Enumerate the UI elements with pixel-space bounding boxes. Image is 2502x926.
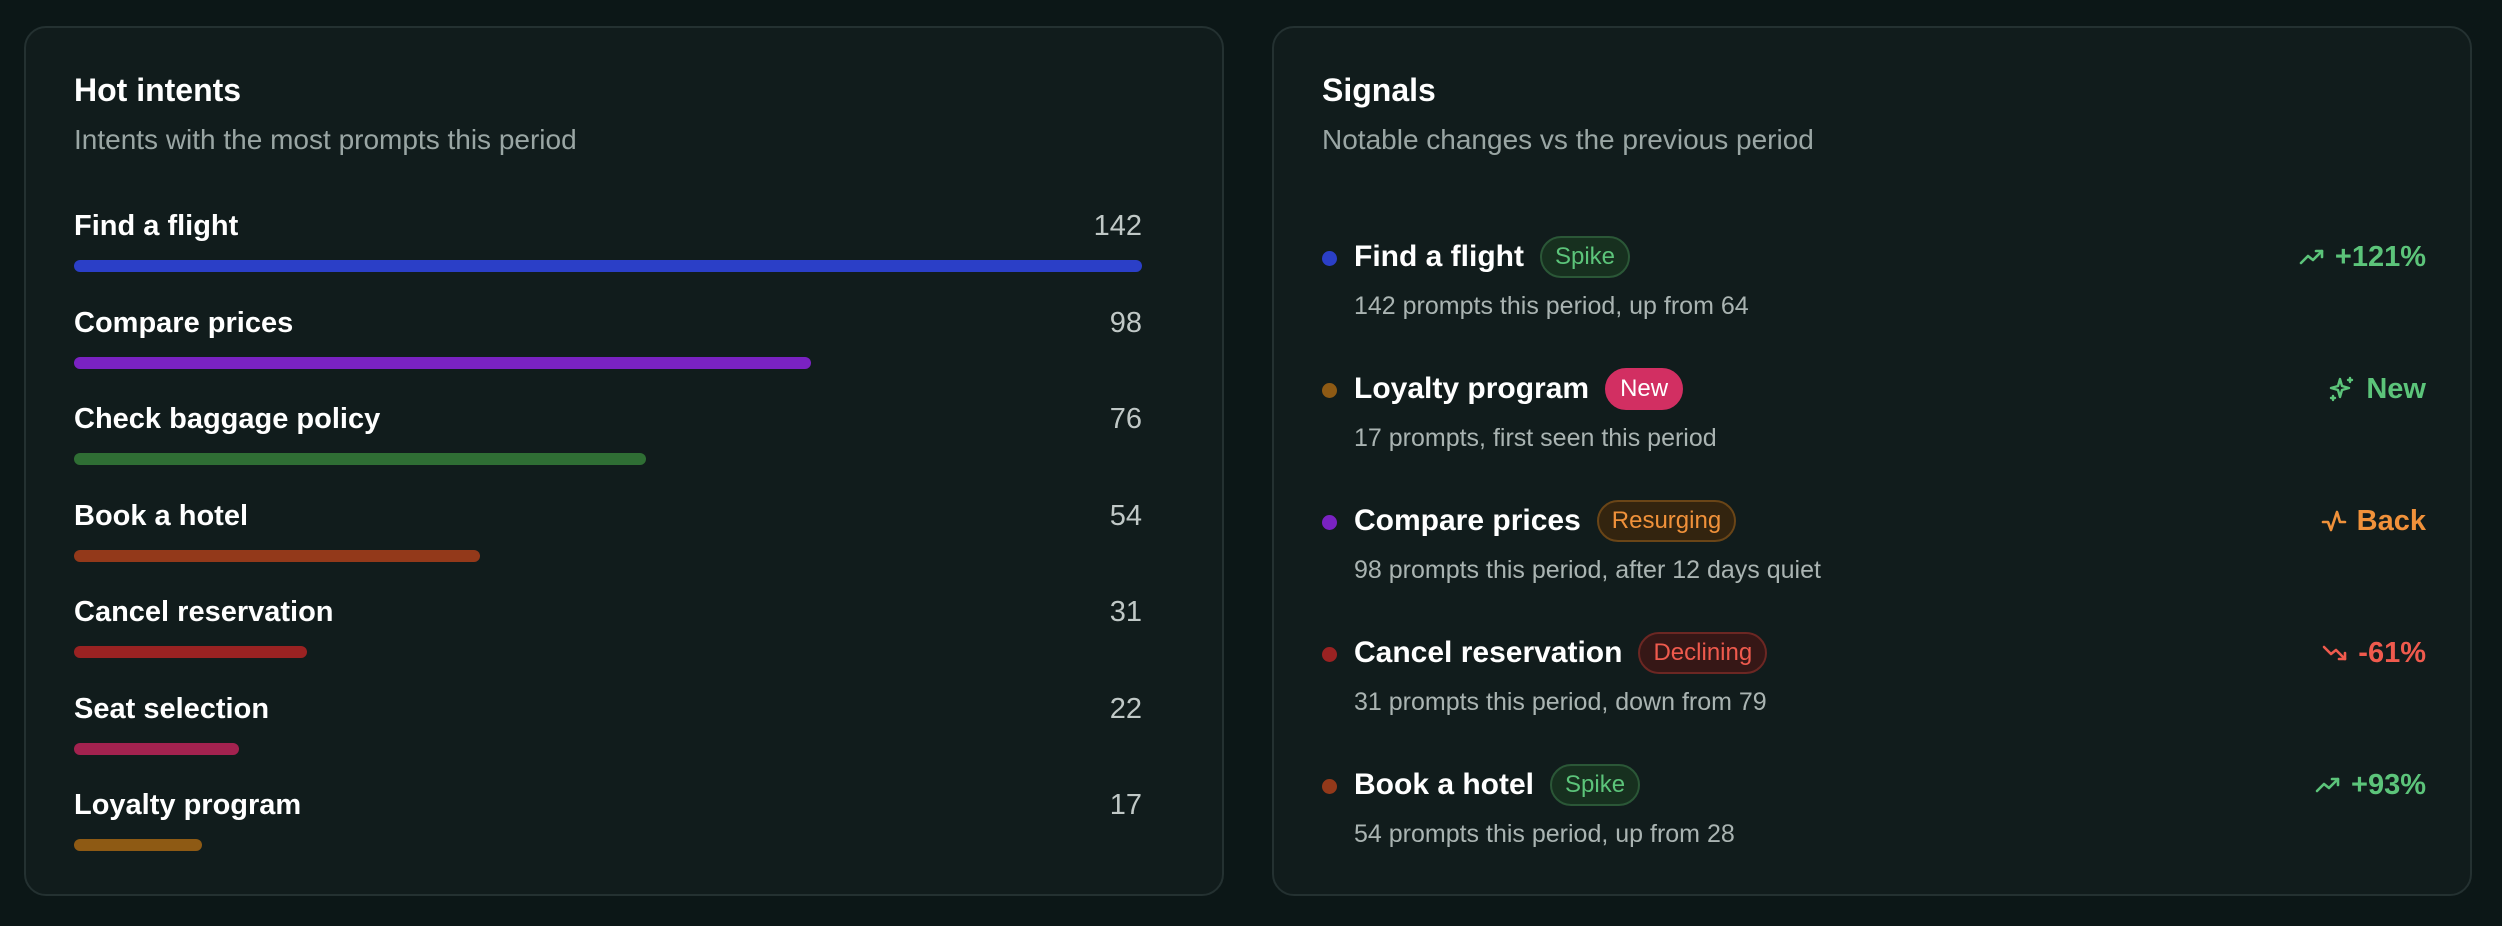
signal-name: Book a hotel (1354, 768, 1535, 801)
signal-description: 54 prompts this period, up from 28 (1354, 820, 1735, 848)
signal-color-dot (1322, 383, 1337, 398)
intent-row[interactable]: Loyalty program 17 (74, 789, 1142, 859)
trend-up-icon (2315, 774, 2341, 796)
intent-name: Find a flight (74, 210, 239, 242)
signal-badge: Resurging (1596, 500, 1737, 542)
intent-bar-track (74, 742, 1142, 755)
intent-bar-track (74, 356, 1142, 369)
hot-intents-subtitle: Intents with the most prompts this perio… (74, 124, 577, 155)
signal-change: +121% (2299, 234, 2426, 280)
intent-bar (74, 453, 646, 465)
trend-down-icon (2322, 642, 2348, 664)
signals-subtitle: Notable changes vs the previous period (1322, 124, 1814, 155)
signal-color-dot (1322, 515, 1337, 530)
signals-card: Signals Notable changes vs the previous … (1272, 26, 2472, 896)
signal-color-dot (1322, 647, 1337, 662)
activity-icon (2321, 508, 2347, 534)
signal-name: Cancel reservation (1354, 636, 1623, 669)
signal-change-value: +121% (2334, 240, 2426, 273)
intent-count: 31 (1109, 596, 1142, 628)
signal-badge: Spike (1539, 236, 1631, 278)
hot-intents-title: Hot intents (74, 72, 242, 108)
signal-header: Book a hotel Spike (1354, 762, 1641, 808)
trend-up-icon (2299, 246, 2325, 268)
intent-bar-track (74, 453, 1142, 465)
signal-description: 98 prompts this period, after 12 days qu… (1354, 556, 1821, 584)
signal-change-value: +93% (2351, 768, 2426, 801)
intent-bar-track (74, 549, 1142, 562)
signal-name: Find a flight (1354, 240, 1524, 273)
intent-count: 76 (1109, 403, 1142, 435)
signal-color-dot (1322, 779, 1337, 794)
sparkle-icon (2328, 375, 2356, 403)
intent-row[interactable]: Book a hotel 54 (74, 500, 1142, 570)
signal-badge: Declining (1638, 632, 1768, 674)
signal-name: Loyalty program (1354, 372, 1590, 405)
intent-bar-track (74, 646, 1142, 658)
signal-badge: New (1605, 368, 1684, 410)
signal-description: 17 prompts, first seen this period (1354, 424, 1717, 452)
signal-header: Loyalty program New (1354, 366, 1684, 412)
intent-bar (74, 646, 308, 658)
signal-change: +93% (2315, 762, 2426, 808)
hot-intents-card: Hot intents Intents with the most prompt… (24, 26, 1224, 896)
signal-change-value: Back (2356, 504, 2426, 537)
signal-header: Cancel reservation Declining (1354, 630, 1768, 676)
intent-row[interactable]: Find a flight 142 (74, 210, 1142, 280)
signal-change: -61% (2322, 630, 2426, 676)
intent-bar (74, 839, 202, 851)
intent-row[interactable]: Cancel reservation 31 (74, 596, 1142, 666)
signal-badge: Spike (1550, 764, 1641, 806)
signal-change-value: New (2366, 372, 2426, 405)
intent-name: Check baggage policy (74, 403, 381, 435)
signal-description: 142 prompts this period, up from 64 (1354, 292, 1749, 320)
intent-bar-track (74, 260, 1142, 272)
signal-row[interactable]: Loyalty program New 17 prompts, first seen… (1322, 366, 2426, 476)
intent-bar (74, 549, 481, 562)
signal-change-value: -61% (2358, 636, 2426, 669)
signal-description: 31 prompts this period, down from 79 (1354, 688, 1767, 716)
intent-count: 22 (1109, 692, 1142, 725)
intent-bar (74, 742, 240, 755)
intent-name: Cancel reservation (74, 596, 334, 628)
signal-name: Compare prices (1354, 504, 1581, 537)
signal-row[interactable]: Cancel reservation Declining 31 prompts th… (1322, 630, 2426, 740)
intent-name: Loyalty program (74, 789, 302, 821)
intent-count: 17 (1109, 789, 1142, 821)
signals-title: Signals (1322, 72, 1436, 108)
signal-change: Back (2321, 498, 2426, 544)
intent-count: 54 (1109, 499, 1142, 532)
intent-count: 142 (1093, 210, 1142, 242)
signal-row[interactable]: Compare prices Resurging 98 prompts this p… (1322, 498, 2426, 608)
intent-name: Book a hotel (74, 499, 249, 532)
intent-bar-track (74, 839, 1142, 851)
signal-change: New (2328, 366, 2426, 412)
intent-row[interactable]: Seat selection 22 (74, 693, 1142, 763)
intent-row[interactable]: Compare prices 98 (74, 307, 1142, 377)
signal-row[interactable]: Find a flight Spike 142 prompts this perio… (1322, 234, 2426, 344)
intent-name: Compare prices (74, 306, 294, 339)
intent-count: 98 (1109, 306, 1142, 339)
signal-row[interactable]: Book a hotel Spike 54 prompts this period,… (1322, 762, 2426, 872)
signal-header: Find a flight Spike (1354, 234, 1631, 280)
intent-name: Seat selection (74, 692, 270, 725)
intent-bar (74, 356, 812, 369)
signal-header: Compare prices Resurging (1354, 498, 1737, 544)
intent-bar (74, 260, 1142, 272)
intent-row[interactable]: Check baggage policy 76 (74, 403, 1142, 473)
signal-color-dot (1322, 251, 1337, 266)
